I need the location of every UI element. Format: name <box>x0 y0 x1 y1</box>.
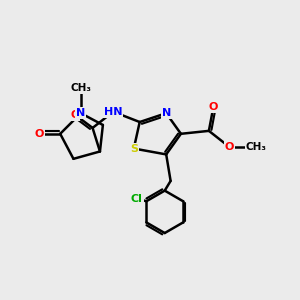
Text: S: S <box>130 143 138 154</box>
Text: N: N <box>76 108 86 118</box>
Text: O: O <box>208 102 218 112</box>
Text: N: N <box>162 108 171 118</box>
Text: CH₃: CH₃ <box>70 83 91 93</box>
Text: Cl: Cl <box>131 194 143 204</box>
Text: HN: HN <box>104 107 122 117</box>
Text: O: O <box>35 129 44 139</box>
Text: O: O <box>225 142 234 152</box>
Text: CH₃: CH₃ <box>245 142 266 152</box>
Text: O: O <box>70 110 80 120</box>
